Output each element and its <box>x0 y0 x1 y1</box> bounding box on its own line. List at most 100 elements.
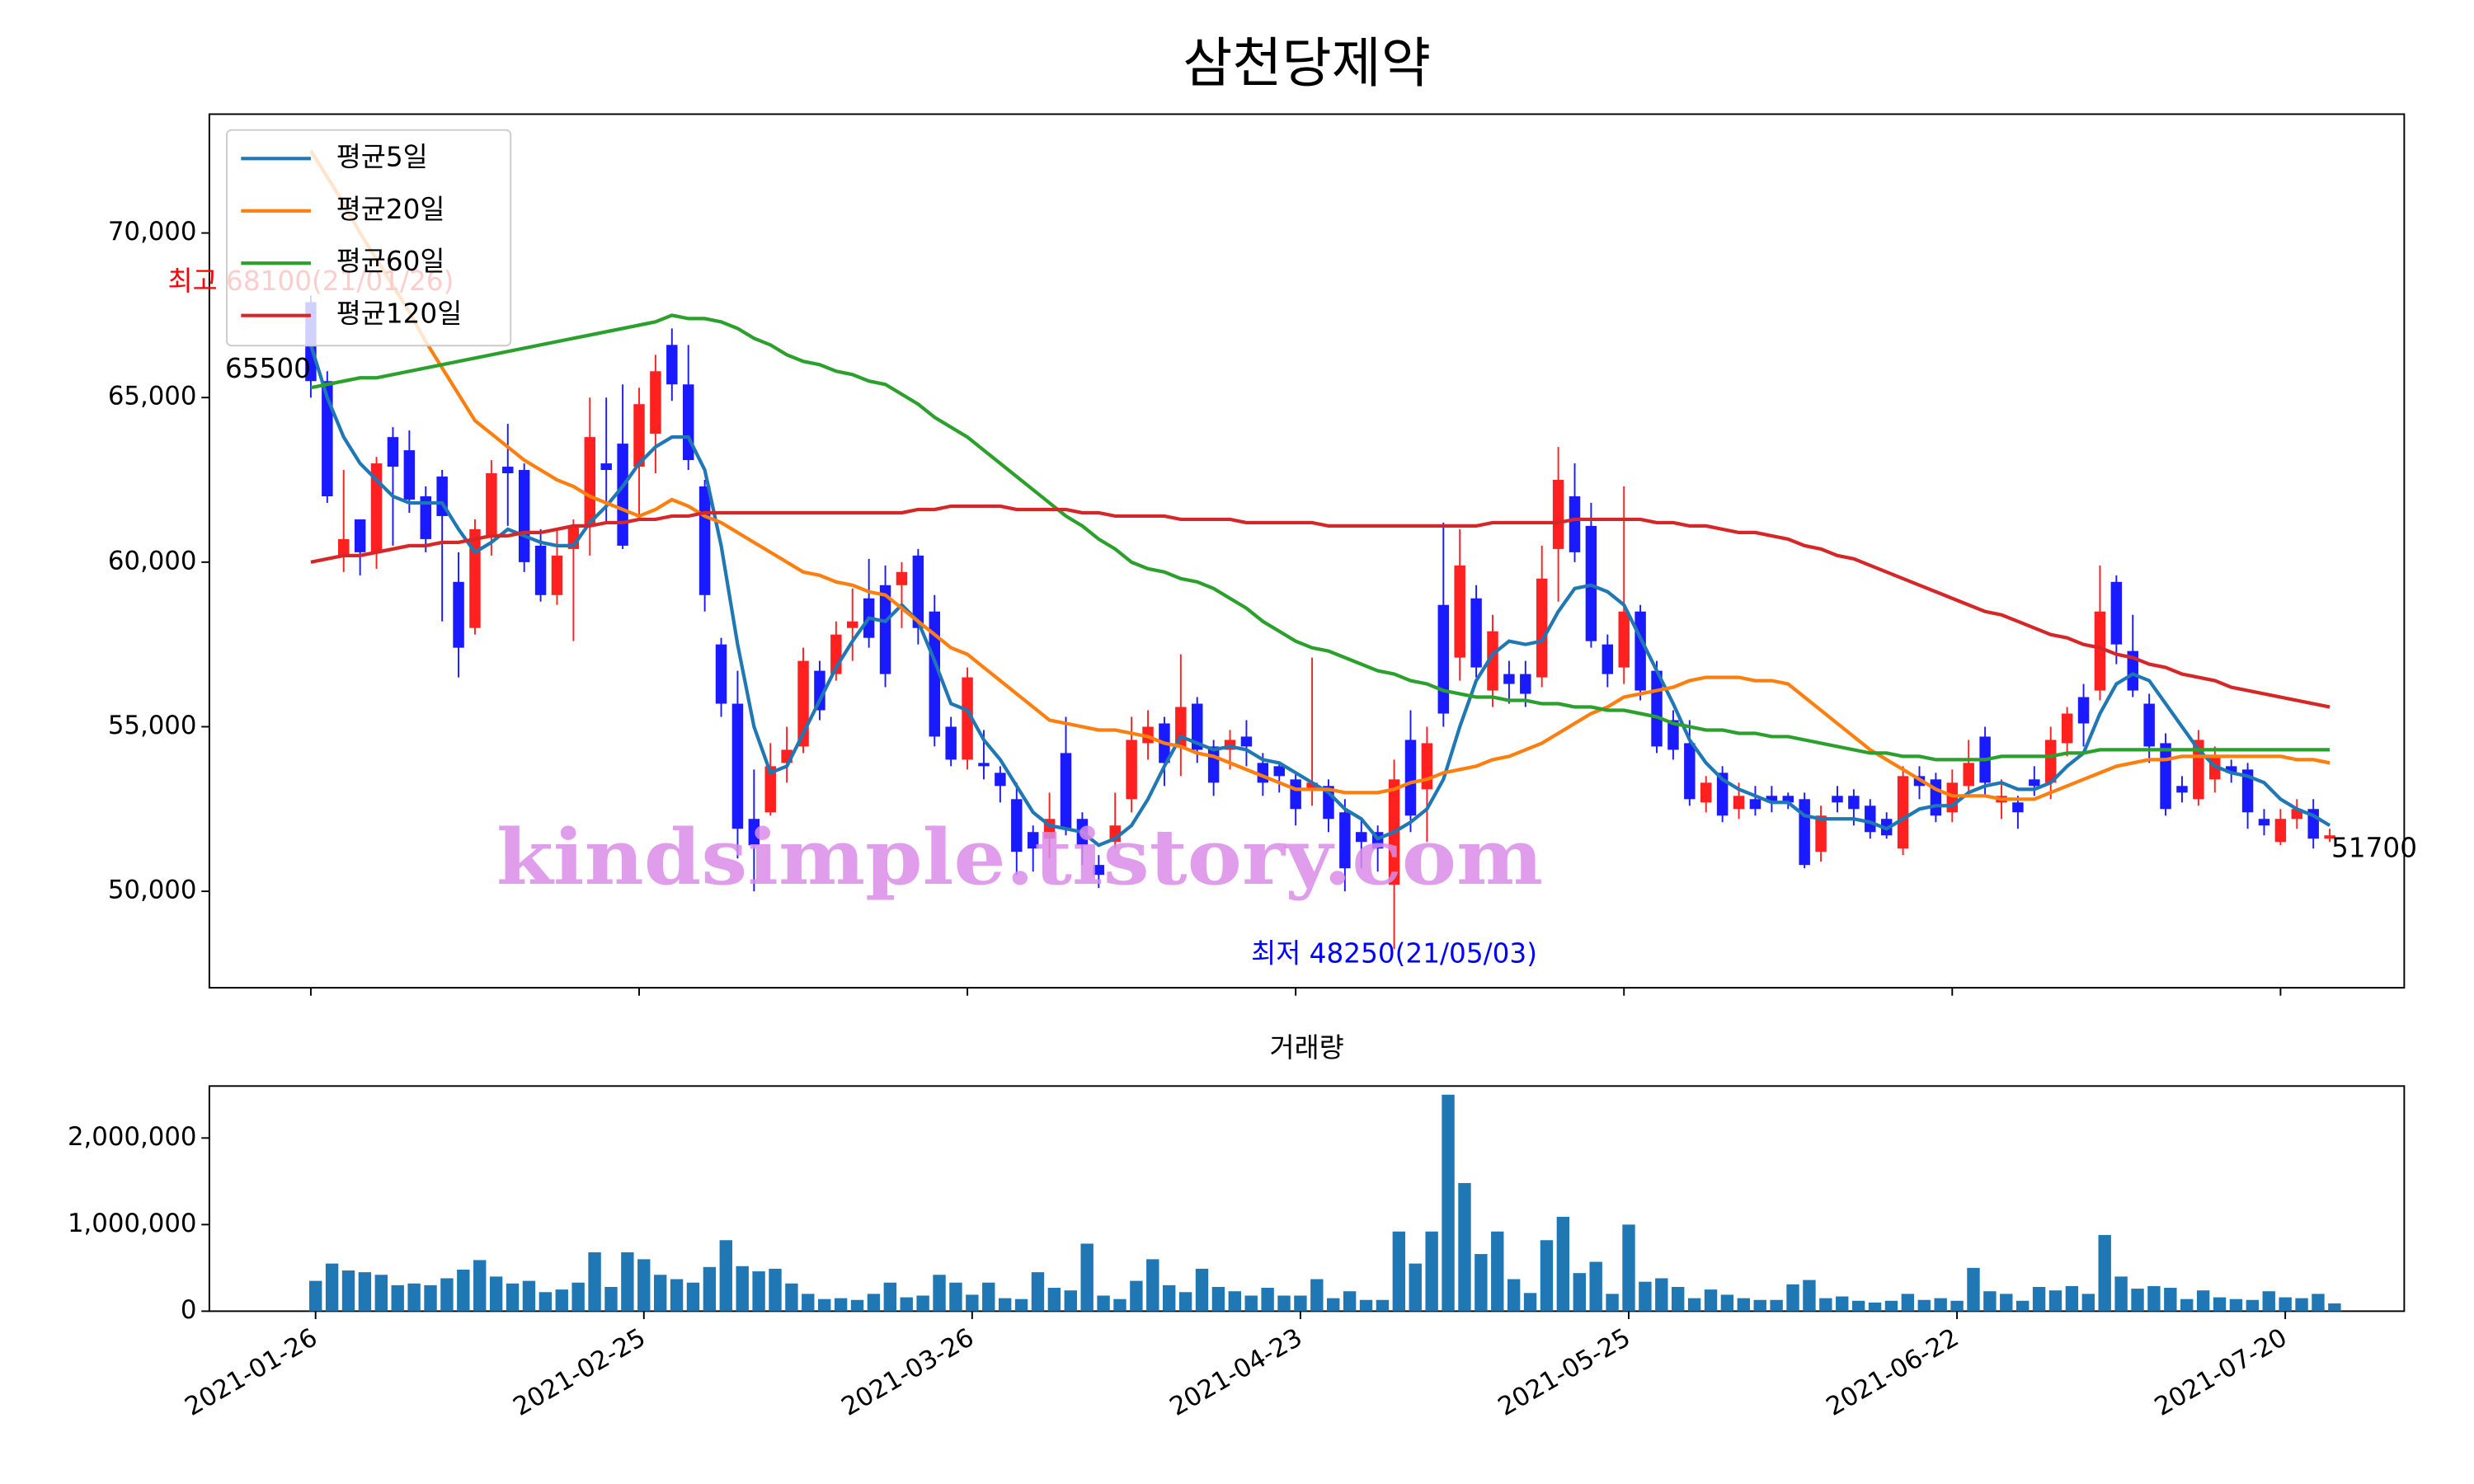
candle-body <box>1273 766 1285 777</box>
candle-body <box>2077 697 2090 724</box>
candle-body <box>1930 779 1942 816</box>
legend-box <box>226 129 512 347</box>
legend-label: 평균60일 <box>336 246 445 277</box>
volume-bar <box>1310 1279 1324 1312</box>
volume-bar <box>1327 1298 1340 1312</box>
volume-bar <box>621 1252 634 1312</box>
candle-body <box>2291 809 2303 819</box>
candle-body <box>1536 578 1548 678</box>
volume-bar <box>1425 1231 1438 1312</box>
y-tick-label: 60,000 <box>108 546 197 575</box>
volume-bar <box>1967 1267 1980 1312</box>
volume-bar <box>407 1283 421 1312</box>
volume-bar <box>850 1299 864 1312</box>
volume-bar <box>374 1275 388 1312</box>
candle-body <box>1865 805 1876 833</box>
volume-bar <box>1211 1286 1225 1312</box>
candle-body <box>1306 782 1318 790</box>
volume-bar <box>1753 1299 1766 1312</box>
y-tick-label: 55,000 <box>108 711 197 740</box>
volume-bar <box>1195 1268 1209 1312</box>
volume-bar <box>1047 1288 1061 1312</box>
legend-label: 평균5일 <box>336 141 428 172</box>
volume-bar <box>719 1240 732 1312</box>
candle-body <box>748 819 760 846</box>
y-tick-label: 1,000,000 <box>68 1209 197 1238</box>
candle-body <box>896 571 908 585</box>
volume-bar <box>802 1294 815 1312</box>
y-tick-label: 50,000 <box>108 876 197 905</box>
candle-body <box>1602 644 1614 674</box>
candle-body <box>1470 598 1482 668</box>
candle-body <box>1897 776 1909 849</box>
plot-frame <box>208 113 2406 989</box>
volume-bar <box>966 1294 979 1312</box>
candle-body <box>2094 611 2106 691</box>
volume-bar <box>703 1266 717 1312</box>
volume-bar <box>1589 1261 1602 1312</box>
candle-body <box>1618 611 1630 668</box>
candle-body <box>420 495 431 539</box>
candle-body <box>879 585 891 674</box>
volume-bar <box>653 1275 667 1312</box>
volume-bar <box>1261 1288 1274 1312</box>
volume-bar <box>539 1292 553 1312</box>
volume-bar <box>1376 1299 1390 1312</box>
candle-body <box>1027 832 1039 849</box>
candle-body <box>1716 773 1729 816</box>
volume-bar <box>1901 1294 1915 1312</box>
volume-bar <box>1836 1296 1849 1312</box>
volume-bar <box>1294 1295 1307 1312</box>
candle-body <box>1832 796 1843 803</box>
volume-bar <box>2246 1299 2260 1312</box>
volume-bar <box>424 1284 437 1312</box>
candle-body <box>2110 581 2123 645</box>
volume-bar <box>1523 1293 1537 1312</box>
volume-bar <box>1228 1291 1241 1312</box>
candle-body <box>387 437 399 467</box>
volume-bar <box>1983 1291 1997 1312</box>
volume-bar <box>916 1295 929 1312</box>
volume-bar <box>1704 1289 1718 1312</box>
candle-body <box>650 371 661 434</box>
candle-body <box>731 703 744 829</box>
candle-body <box>1700 782 1712 803</box>
volume-bar <box>1507 1279 1521 1312</box>
candle-body <box>338 538 350 556</box>
candle-body <box>847 621 858 628</box>
candle-body <box>1421 743 1433 790</box>
volume-bar <box>1359 1299 1373 1312</box>
volume-bar <box>1458 1182 1471 1312</box>
volume-bar <box>1655 1278 1668 1312</box>
candle-body <box>2241 769 2254 813</box>
volume-bar <box>1277 1295 1291 1312</box>
volume-bar <box>1409 1263 1422 1312</box>
candle-body <box>962 677 973 760</box>
candle-body <box>1503 674 1515 684</box>
volume-bar <box>834 1298 848 1312</box>
volume-bar <box>1720 1294 1734 1312</box>
volume-bar <box>2262 1291 2275 1312</box>
candle-body <box>1126 740 1137 800</box>
volume-bar <box>2279 1297 2292 1312</box>
candle-body <box>2176 786 2188 793</box>
y-tick-label: 0 <box>181 1295 197 1325</box>
candle-body <box>912 555 924 628</box>
volume-bar <box>1786 1284 1799 1312</box>
volume-bar <box>1113 1298 1126 1312</box>
candle-body <box>945 726 957 760</box>
candle-body <box>1552 480 1564 549</box>
volume-bar <box>2000 1294 2013 1312</box>
candle-body <box>1963 763 1974 787</box>
volume-bar <box>2147 1285 2161 1312</box>
volume-bar <box>604 1286 618 1312</box>
volume-bar <box>1851 1300 1865 1312</box>
volume-bar <box>391 1284 404 1312</box>
volume-bar <box>571 1282 585 1312</box>
volume-bar <box>325 1263 339 1312</box>
candle-body <box>486 473 497 536</box>
candle-body <box>2029 779 2040 787</box>
candle-body <box>453 581 464 648</box>
volume-bar <box>555 1289 568 1312</box>
candle-body <box>1437 604 1450 714</box>
